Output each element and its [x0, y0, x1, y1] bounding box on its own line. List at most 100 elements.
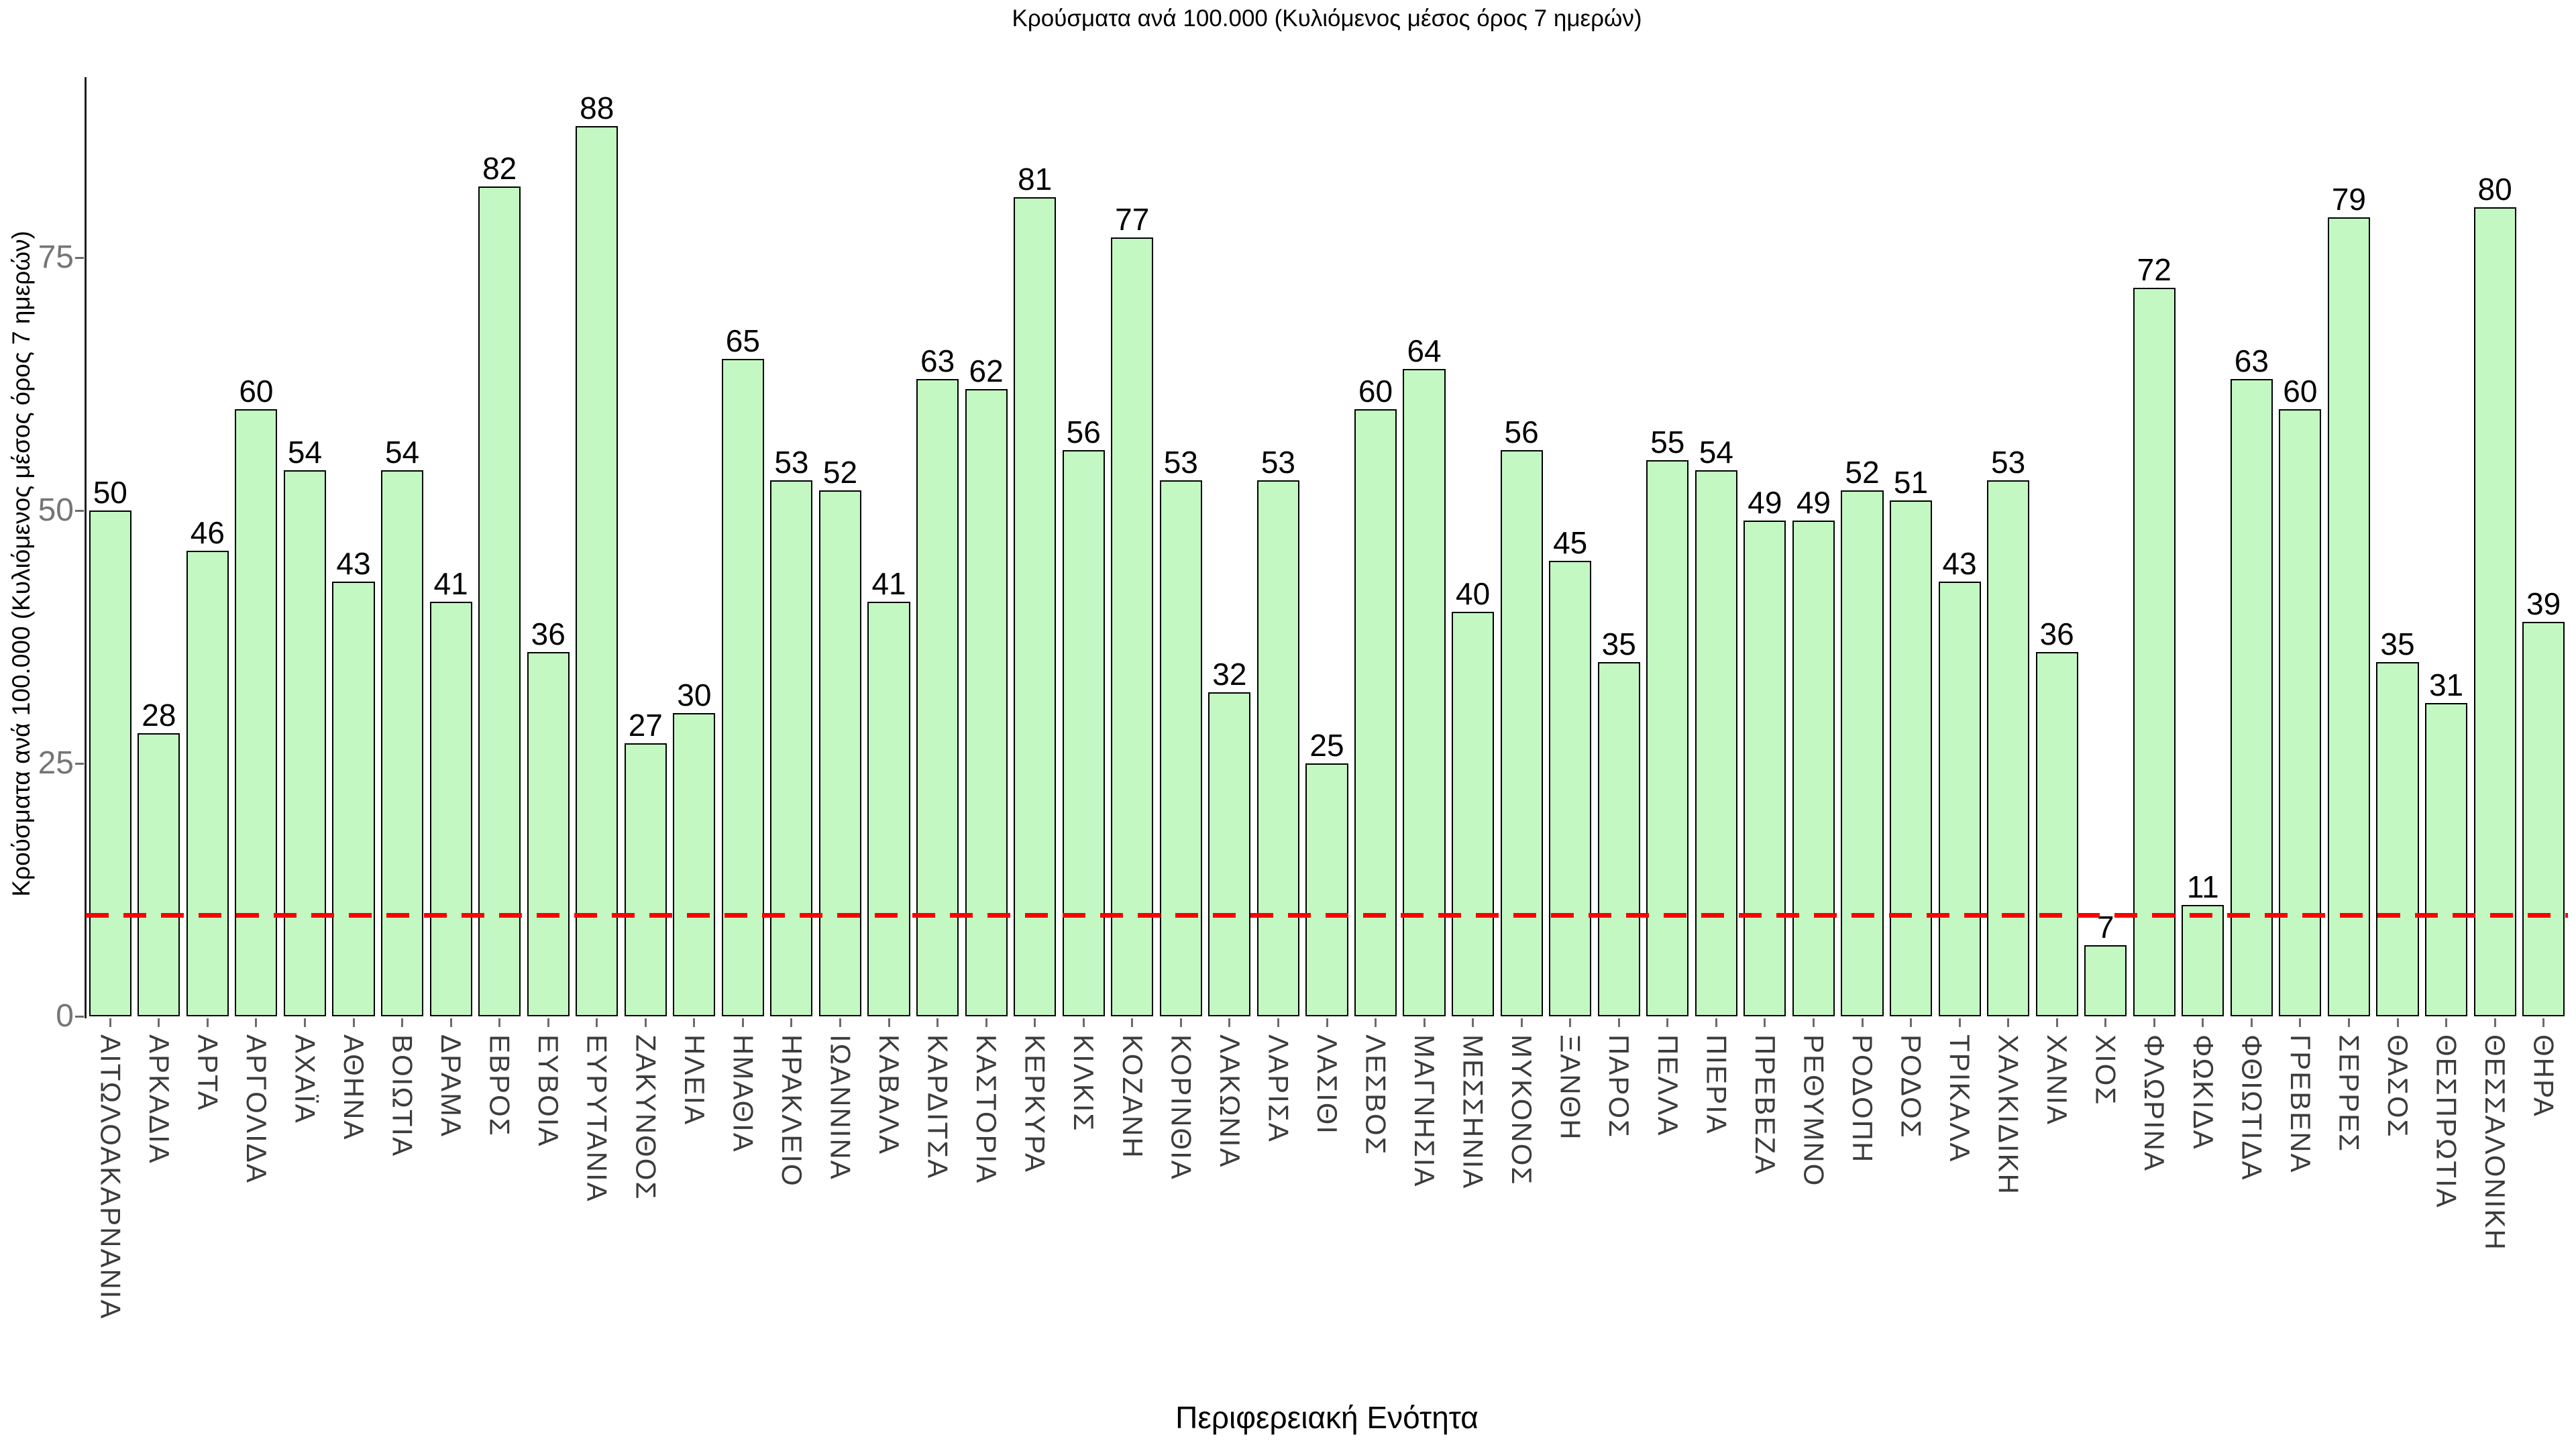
- x-tick-label: ΘΗΡΑ: [2528, 1034, 2560, 1118]
- bar: [1305, 763, 1348, 1016]
- x-label-slot: ΦΩΚΙΔΑ: [2179, 1034, 2228, 1444]
- bar: [1987, 480, 2030, 1016]
- x-tick-mark: [1861, 1018, 1864, 1027]
- chart-title: Κρούσματα ανά 100.000 (Κυλιόμενος μέσος …: [1012, 5, 1642, 32]
- bar: [1452, 611, 1495, 1016]
- bar: [332, 581, 375, 1016]
- x-tick-mark: [2153, 1018, 2155, 1027]
- y-tick-mark: [75, 763, 84, 765]
- bar: [576, 125, 619, 1016]
- x-tick-label: ΑΡΤΑ: [192, 1034, 224, 1112]
- bar-value-label: 60: [2283, 374, 2318, 409]
- x-tick-label: ΓΡΕΒΕΝΑ: [2284, 1034, 2316, 1174]
- bar: [1889, 500, 1933, 1016]
- bar-value-label: 60: [239, 374, 274, 409]
- x-label-slot: ΑΡΓΟΛΙΔΑ: [232, 1034, 281, 1444]
- x-tick-mark: [1472, 1018, 1474, 1027]
- x-tick-label: ΡΕΘΥΜΝΟ: [1798, 1034, 1830, 1187]
- x-tick-mark: [1569, 1018, 1572, 1027]
- x-tick-mark: [158, 1018, 160, 1027]
- x-label-slot: ΦΘΙΩΤΙΔΑ: [2227, 1034, 2276, 1444]
- x-tick-mark: [1812, 1018, 1815, 1027]
- bar-slot: 79: [2324, 0, 2373, 1016]
- bar: [721, 358, 764, 1016]
- x-label-slot: ΗΜΑΘΙΑ: [718, 1034, 767, 1444]
- bar-slot: 39: [2519, 0, 2568, 1016]
- bar-slot: 49: [1789, 0, 1838, 1016]
- bar-value-label: 50: [93, 475, 127, 510]
- bar-value-label: 35: [2380, 627, 2415, 662]
- bar-slot: 41: [427, 0, 476, 1016]
- bar-slot: 60: [2276, 0, 2325, 1016]
- x-tick-label: ΦΛΩΡΙΝΑ: [2139, 1034, 2171, 1172]
- bar-value-label: 60: [1358, 374, 1393, 409]
- bar-value-label: 45: [1553, 525, 1588, 561]
- x-tick-label: ΛΑΚΩΝΙΑ: [1214, 1034, 1246, 1169]
- x-label-slot: ΕΒΡΟΣ: [475, 1034, 524, 1444]
- bar-value-label: 72: [2137, 252, 2171, 288]
- x-label-slot: ΡΟΔΟΠΗ: [1838, 1034, 1887, 1444]
- bar-value-label: 32: [1212, 657, 1247, 692]
- x-label-slot: ΤΡΙΚΑΛΑ: [1935, 1034, 1984, 1444]
- bar-slot: 36: [2033, 0, 2082, 1016]
- bar-slot: 55: [1644, 0, 1693, 1016]
- bar-value-label: 64: [1407, 333, 1442, 368]
- bar-value-label: 39: [2526, 586, 2561, 621]
- x-tick-label: ΚΟΖΑΝΗ: [1116, 1034, 1148, 1159]
- bar-slot: 63: [2227, 0, 2276, 1016]
- bar: [1500, 449, 1543, 1016]
- x-label-slot: ΗΡΑΚΛΕΙΟ: [767, 1034, 816, 1444]
- x-label-slot: ΠΑΡΟΣ: [1595, 1034, 1644, 1444]
- bar: [1549, 561, 1592, 1016]
- x-tick-label: ΕΒΡΟΣ: [484, 1034, 516, 1137]
- bar: [1597, 662, 1640, 1016]
- bar-value-label: 46: [190, 515, 225, 551]
- x-labels-row: ΑΙΤΩΛΟΑΚΑΡΝΑΝΙΑ ΑΡΚΑΔΙΑ ΑΡΤΑ ΑΡΓΟΛΙΔΑ ΑΧΑΪΑ Α…: [86, 1034, 2568, 1444]
- bar-value-label: 25: [1309, 728, 1344, 763]
- y-tick-mark: [75, 1016, 84, 1018]
- bar-value-label: 11: [2186, 869, 2219, 905]
- bar: [235, 409, 278, 1016]
- x-tick-label: ΧΙΟΣ: [2090, 1034, 2122, 1106]
- x-label-slot: ΠΡΕΒΕΖΑ: [1741, 1034, 1790, 1444]
- bar-slot: 54: [1692, 0, 1741, 1016]
- y-axis-label: Κρούσματα ανά 100.000 (Κυλιόμενος μέσος …: [4, 101, 39, 1026]
- x-tick-mark: [1423, 1018, 1426, 1027]
- x-tick-mark: [498, 1018, 501, 1027]
- y-tick-label: 25: [38, 745, 74, 781]
- bar: [2035, 652, 2078, 1016]
- bar-slot: 72: [2130, 0, 2179, 1016]
- x-tick-label: ΠΡΕΒΕΖΑ: [1749, 1034, 1781, 1176]
- bar: [138, 733, 180, 1016]
- bar-slot: 35: [2373, 0, 2422, 1016]
- x-label-slot: ΖΑΚΥΝΘΟΣ: [621, 1034, 670, 1444]
- x-label-slot: ΒΟΙΩΤΙΑ: [378, 1034, 427, 1444]
- x-tick-mark: [2396, 1018, 2399, 1027]
- x-tick-label: ΑΙΤΩΛΟΑΚΑΡΝΑΝΙΑ: [95, 1034, 127, 1320]
- x-tick-label: ΞΑΝΘΗ: [1554, 1034, 1587, 1141]
- bar-value-label: 52: [822, 454, 858, 490]
- x-label-slot: ΛΕΣΒΟΣ: [1351, 1034, 1400, 1444]
- x-label-slot: ΘΑΣΟΣ: [2373, 1034, 2422, 1444]
- y-tick-label: 75: [38, 239, 74, 275]
- bar-value-label: 51: [1893, 464, 1929, 500]
- x-tick-label: ΚΑΡΔΙΤΣΑ: [922, 1034, 954, 1180]
- x-tick-mark: [2542, 1018, 2545, 1027]
- x-tick-mark: [936, 1018, 939, 1027]
- bar: [916, 378, 959, 1016]
- x-tick-label: ΡΟΔΟΠΗ: [1846, 1034, 1878, 1164]
- bar-slot: 51: [1886, 0, 1935, 1016]
- x-label-slot: ΚΟΖΑΝΗ: [1108, 1034, 1157, 1444]
- bar-value-label: 54: [1699, 434, 1733, 470]
- x-tick-mark: [1277, 1018, 1279, 1027]
- bar-slot: 31: [2422, 0, 2471, 1016]
- bar-value-label: 80: [2477, 171, 2512, 207]
- x-label-slot: ΜΥΚΟΝΟΣ: [1497, 1034, 1546, 1444]
- x-tick-mark: [1082, 1018, 1085, 1027]
- bar: [283, 470, 327, 1016]
- x-tick-label: ΚΑΣΤΟΡΙΑ: [971, 1034, 1003, 1185]
- y-axis-spine: [85, 77, 87, 1018]
- bar: [1354, 409, 1397, 1016]
- bar-slot: 62: [962, 0, 1011, 1016]
- bar-value-label: 82: [482, 151, 517, 186]
